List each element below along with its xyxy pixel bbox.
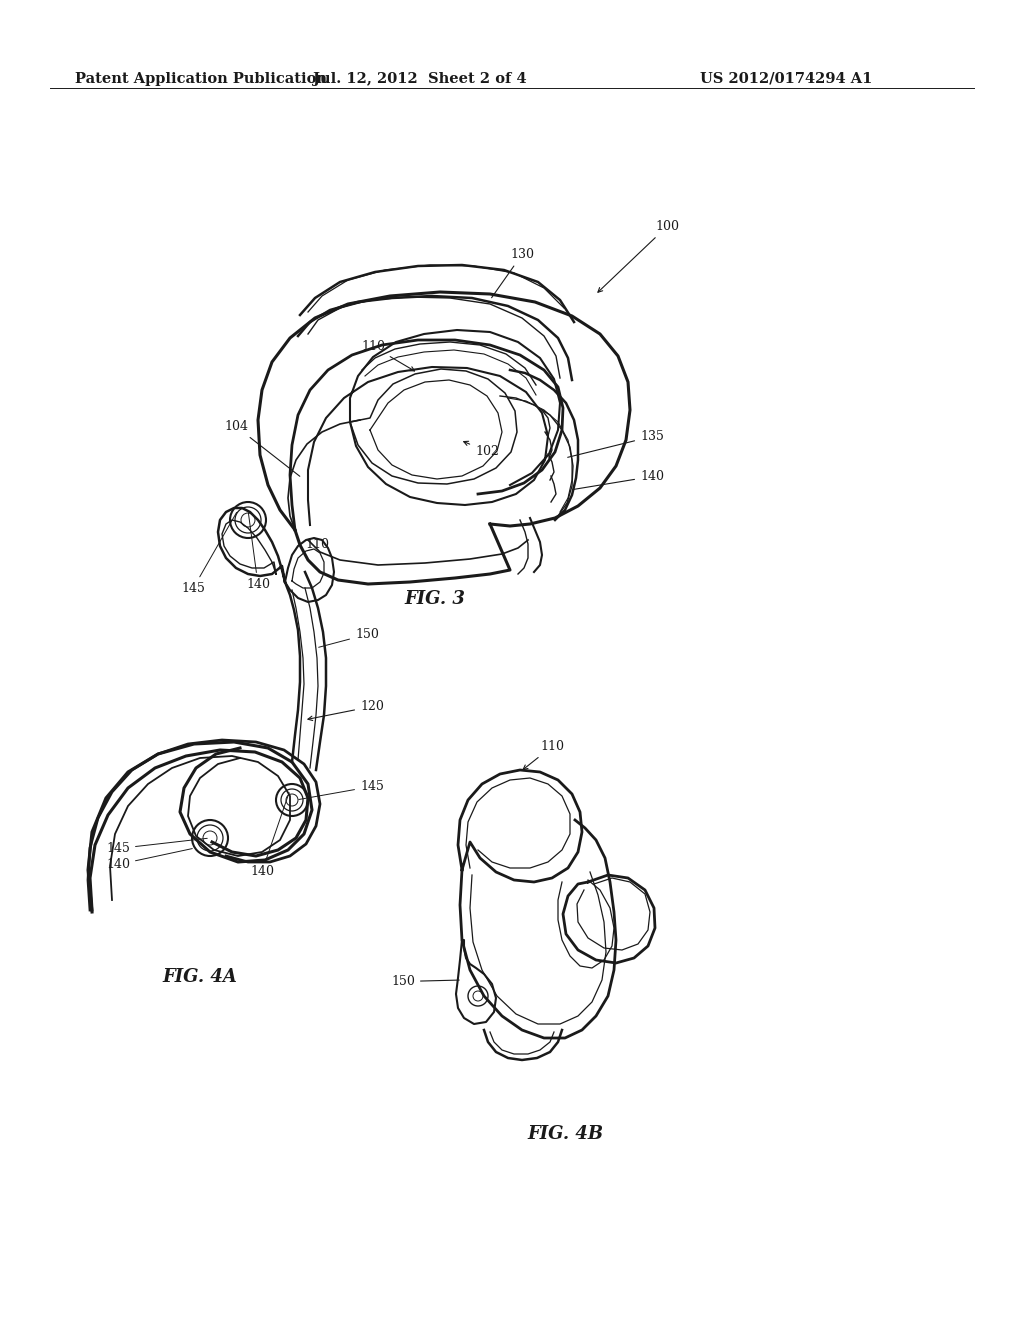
Text: 150: 150 [318, 628, 379, 647]
Text: 145: 145 [299, 780, 384, 800]
Text: 140: 140 [106, 849, 193, 871]
Text: 110: 110 [305, 539, 329, 550]
Text: 104: 104 [224, 420, 300, 477]
Text: 110: 110 [361, 341, 415, 371]
Text: 145: 145 [106, 838, 207, 855]
Text: 145: 145 [181, 512, 237, 595]
Text: 140: 140 [572, 470, 664, 490]
Text: 135: 135 [567, 430, 664, 457]
Text: 100: 100 [598, 220, 679, 292]
Text: 140: 140 [250, 792, 289, 878]
Text: 140: 140 [246, 512, 270, 591]
Text: 102: 102 [464, 441, 499, 458]
Text: FIG. 4B: FIG. 4B [527, 1125, 603, 1143]
Text: Patent Application Publication: Patent Application Publication [75, 73, 327, 86]
Text: FIG. 3: FIG. 3 [404, 590, 466, 609]
Text: 130: 130 [492, 248, 534, 298]
Text: US 2012/0174294 A1: US 2012/0174294 A1 [700, 73, 872, 86]
Text: Jul. 12, 2012  Sheet 2 of 4: Jul. 12, 2012 Sheet 2 of 4 [313, 73, 526, 86]
Text: FIG. 4A: FIG. 4A [163, 968, 238, 986]
Text: 150: 150 [391, 975, 459, 987]
Text: 120: 120 [308, 700, 384, 721]
Text: 110: 110 [523, 741, 564, 770]
